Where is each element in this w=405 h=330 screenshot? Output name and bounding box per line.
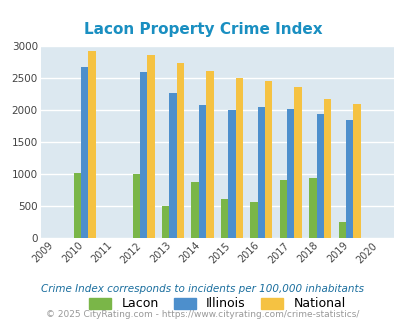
Bar — [191, 182, 198, 238]
Bar — [250, 202, 257, 238]
Bar — [176, 63, 183, 238]
Bar — [206, 71, 213, 238]
Bar — [88, 51, 96, 238]
Text: Crime Index corresponds to incidents per 100,000 inhabitants: Crime Index corresponds to incidents per… — [41, 284, 364, 294]
Bar — [147, 55, 154, 238]
Bar — [74, 173, 81, 238]
Bar — [132, 175, 140, 238]
Bar — [316, 114, 323, 238]
Text: © 2025 CityRating.com - https://www.cityrating.com/crime-statistics/: © 2025 CityRating.com - https://www.city… — [46, 310, 359, 319]
Bar — [345, 119, 352, 238]
Bar — [220, 199, 228, 238]
Bar — [309, 178, 316, 238]
Bar — [279, 180, 286, 238]
Bar — [235, 78, 242, 238]
Legend: Lacon, Illinois, National: Lacon, Illinois, National — [89, 297, 345, 311]
Text: Lacon Property Crime Index: Lacon Property Crime Index — [83, 22, 322, 37]
Bar — [140, 72, 147, 238]
Bar — [323, 99, 330, 238]
Bar — [162, 206, 169, 238]
Bar — [286, 109, 294, 238]
Bar — [352, 104, 360, 238]
Bar — [294, 87, 301, 238]
Bar — [198, 105, 206, 238]
Bar — [257, 107, 264, 238]
Bar — [81, 67, 88, 238]
Bar — [264, 81, 272, 238]
Bar — [338, 222, 345, 238]
Bar — [228, 110, 235, 238]
Bar — [169, 93, 176, 238]
